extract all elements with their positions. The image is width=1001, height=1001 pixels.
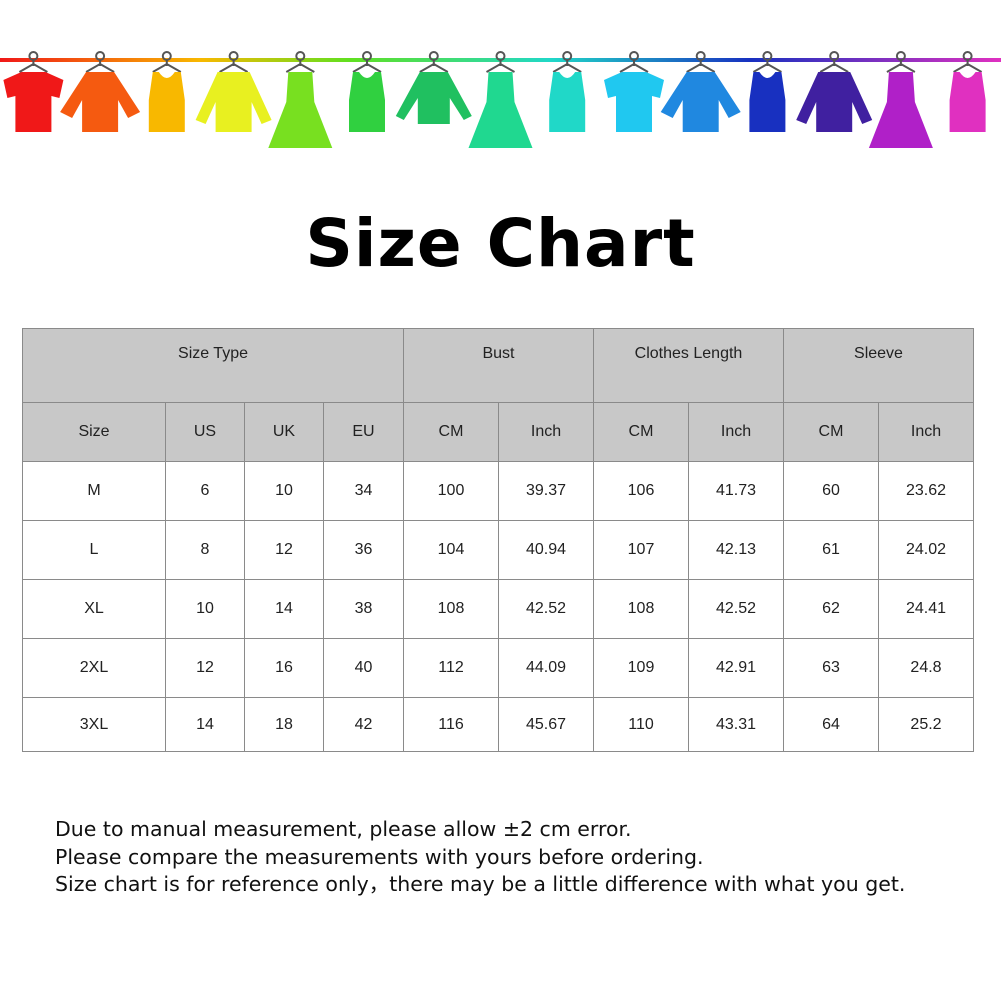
clothing-item-icon <box>195 51 272 132</box>
table-row: 3XL 14 18 42 116 45.67 110 43.31 64 25.2 <box>22 697 974 752</box>
table-cell: 14 <box>244 579 324 639</box>
clothing-item-icon <box>868 51 933 148</box>
table-row: L 8 12 36 104 40.94 107 42.13 61 24.02 <box>22 520 974 580</box>
table-cell: 38 <box>323 579 404 639</box>
table-cell: 39.37 <box>498 461 594 521</box>
table-cell: 64 <box>783 697 879 752</box>
clothing-item-icon <box>549 51 586 132</box>
header-clothes-length: Clothes Length <box>593 328 784 403</box>
clothing-item-icon <box>796 51 873 132</box>
table-cell: 100 <box>403 461 499 521</box>
sub-header-row: Size US UK EU CM Inch CM Inch CM Inch <box>22 402 974 462</box>
table-cell: 23.62 <box>878 461 974 521</box>
clothing-item-icon <box>395 51 472 124</box>
clothing-item-icon <box>268 51 333 148</box>
table-cell: 24.02 <box>878 520 974 580</box>
table-cell: 44.09 <box>498 638 594 698</box>
table-cell: 10 <box>165 579 245 639</box>
clothing-item-icon <box>604 51 664 132</box>
table-cell: 10 <box>244 461 324 521</box>
size-chart-table: Size Type Bust Clothes Length Sleeve Siz… <box>22 328 974 752</box>
table-cell: 25.2 <box>878 697 974 752</box>
clothing-item-icon <box>660 51 741 132</box>
table-cell: M <box>22 461 166 521</box>
header-size-type: Size Type <box>22 328 404 403</box>
table-cell: 110 <box>593 697 689 752</box>
table-cell: 36 <box>323 520 404 580</box>
clothing-item-icon <box>148 51 185 132</box>
table-cell: L <box>22 520 166 580</box>
table-cell: 16 <box>244 638 324 698</box>
clothing-item-icon <box>468 51 533 148</box>
table-cell: 8 <box>165 520 245 580</box>
table-cell: 24.41 <box>878 579 974 639</box>
clothing-item-icon <box>60 51 141 132</box>
table-cell: 2XL <box>22 638 166 698</box>
note-line: Due to manual measurement, please allow … <box>55 817 632 841</box>
table-cell: 116 <box>403 697 499 752</box>
sub-header-cell: Size <box>22 402 166 462</box>
table-cell: 40 <box>323 638 404 698</box>
table-cell: 18 <box>244 697 324 752</box>
table-row: M 6 10 34 100 39.37 106 41.73 60 23.62 <box>22 461 974 521</box>
note-line: Size chart is for reference only，there m… <box>55 872 906 896</box>
table-cell: 63 <box>783 638 879 698</box>
table-row: 2XL 12 16 40 112 44.09 109 42.91 63 24.8 <box>22 638 974 698</box>
table-cell: 34 <box>323 461 404 521</box>
clothing-item-icon <box>3 51 64 132</box>
table-cell: 107 <box>593 520 689 580</box>
notes: Due to manual measurement, please allow … <box>55 816 905 899</box>
table-cell: 106 <box>593 461 689 521</box>
sub-header-cell: Inch <box>688 402 784 462</box>
table-cell: 108 <box>403 579 499 639</box>
table-cell: 43.31 <box>688 697 784 752</box>
table-row: XL 10 14 38 108 42.52 108 42.52 62 24.41 <box>22 579 974 639</box>
page-title: Size Chart <box>305 205 696 282</box>
hanging-clothes-banner <box>0 51 1001 148</box>
table-cell: 42.52 <box>688 579 784 639</box>
sub-header-cell: CM <box>783 402 879 462</box>
table-cell: 45.67 <box>498 697 594 752</box>
table-cell: 3XL <box>22 697 166 752</box>
table-cell: XL <box>22 579 166 639</box>
group-header-row: Size Type Bust Clothes Length Sleeve <box>22 328 974 403</box>
table-cell: 112 <box>403 638 499 698</box>
table-cell: 42.91 <box>688 638 784 698</box>
table-cell: 109 <box>593 638 689 698</box>
table-cell: 12 <box>165 638 245 698</box>
table-cell: 14 <box>165 697 245 752</box>
table-cell: 12 <box>244 520 324 580</box>
table-cell: 42.52 <box>498 579 594 639</box>
table-cell: 42.13 <box>688 520 784 580</box>
table-cell: 24.8 <box>878 638 974 698</box>
table-cell: 104 <box>403 520 499 580</box>
sub-header-cell: CM <box>593 402 689 462</box>
table-cell: 6 <box>165 461 245 521</box>
sub-header-cell: EU <box>323 402 404 462</box>
table-cell: 42 <box>323 697 404 752</box>
clothing-item-icon <box>349 51 385 132</box>
table-cell: 62 <box>783 579 879 639</box>
header-sleeve: Sleeve <box>783 328 974 403</box>
sub-header-cell: UK <box>244 402 324 462</box>
table-cell: 60 <box>783 461 879 521</box>
table-cell: 61 <box>783 520 879 580</box>
sub-header-cell: US <box>165 402 245 462</box>
clothing-item-icon <box>749 51 786 132</box>
table-cell: 41.73 <box>688 461 784 521</box>
note-line: Please compare the measurements with you… <box>55 844 704 869</box>
table-cell: 40.94 <box>498 520 594 580</box>
sub-header-cell: Inch <box>498 402 594 462</box>
header-bust: Bust <box>403 328 594 403</box>
sub-header-cell: Inch <box>878 402 974 462</box>
table-cell: 108 <box>593 579 689 639</box>
clothing-item-icon <box>949 51 986 132</box>
sub-header-cell: CM <box>403 402 499 462</box>
